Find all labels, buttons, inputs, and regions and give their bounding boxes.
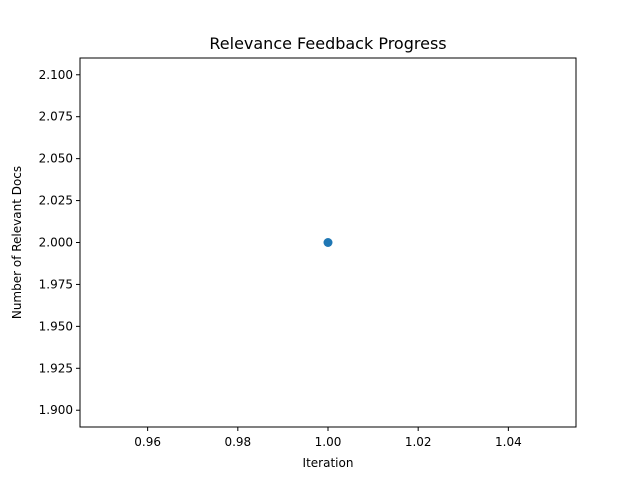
x-axis: 0.96 0.98 1.00 1.02 1.04 bbox=[134, 427, 522, 449]
data-points bbox=[323, 238, 333, 247]
y-tick-label: 2.075 bbox=[39, 110, 73, 124]
x-tick-label: 1.04 bbox=[495, 435, 522, 449]
x-axis-title: Iteration bbox=[303, 456, 354, 470]
y-tick-label: 2.000 bbox=[39, 236, 73, 250]
y-axis-title: Number of Relevant Docs bbox=[10, 166, 24, 319]
x-tick-label: 1.02 bbox=[405, 435, 432, 449]
y-tick-label: 1.925 bbox=[39, 361, 73, 375]
y-tick-label: 1.975 bbox=[39, 277, 73, 291]
plot-frame bbox=[79, 57, 577, 428]
x-tick-label: 1.00 bbox=[315, 435, 342, 449]
y-tick-label: 2.050 bbox=[39, 152, 73, 166]
y-tick-label: 1.950 bbox=[39, 319, 73, 333]
y-tick-label: 2.025 bbox=[39, 194, 73, 208]
chart-title: Relevance Feedback Progress bbox=[209, 34, 446, 53]
x-tick-label: 0.96 bbox=[134, 435, 161, 449]
data-point bbox=[323, 238, 333, 247]
y-tick-label: 2.100 bbox=[39, 68, 73, 82]
y-axis: 1.900 1.925 1.950 1.975 2.000 2.025 2.050 2.075… bbox=[39, 68, 80, 417]
y-tick-label: 1.900 bbox=[39, 403, 73, 417]
x-tick-label: 0.98 bbox=[224, 435, 251, 449]
